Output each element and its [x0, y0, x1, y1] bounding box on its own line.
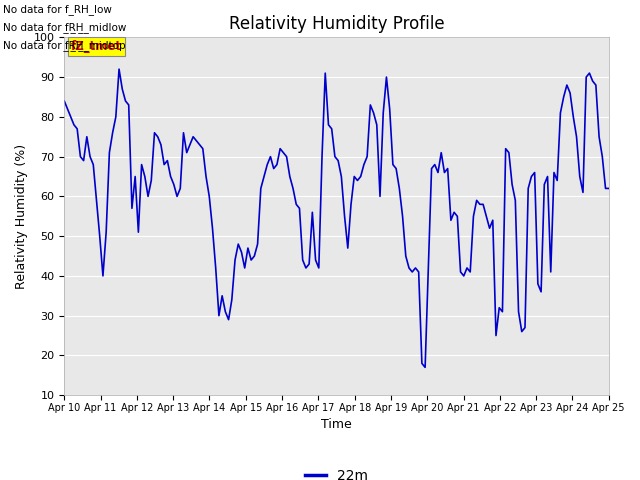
Text: No data for f̲R̲H̲_̲midtop: No data for f̲R̲H̲_̲midtop: [3, 40, 126, 51]
Text: fZ_tmet: fZ_tmet: [71, 40, 122, 53]
Title: Relativity Humidity Profile: Relativity Humidity Profile: [228, 15, 444, 33]
X-axis label: Time: Time: [321, 419, 352, 432]
Legend: 22m: 22m: [300, 463, 374, 480]
Y-axis label: Relativity Humidity (%): Relativity Humidity (%): [15, 144, 28, 289]
Text: No data for f̲R̲H̲_̲midlow: No data for f̲R̲H̲_̲midlow: [3, 22, 127, 33]
Text: No data for f_RH_low: No data for f_RH_low: [3, 4, 112, 15]
